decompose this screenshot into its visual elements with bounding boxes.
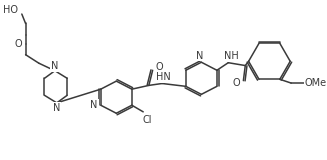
Text: Cl: Cl	[142, 115, 152, 125]
Text: O: O	[233, 79, 241, 88]
Text: NH: NH	[224, 51, 238, 61]
Text: N: N	[53, 103, 60, 113]
Text: N: N	[51, 61, 59, 71]
Text: O: O	[155, 62, 163, 72]
Text: O: O	[14, 39, 22, 49]
Text: N: N	[196, 51, 203, 61]
Text: OMe: OMe	[305, 78, 327, 88]
Text: HO: HO	[3, 5, 18, 15]
Text: N: N	[91, 100, 98, 110]
Text: HN: HN	[156, 72, 170, 82]
